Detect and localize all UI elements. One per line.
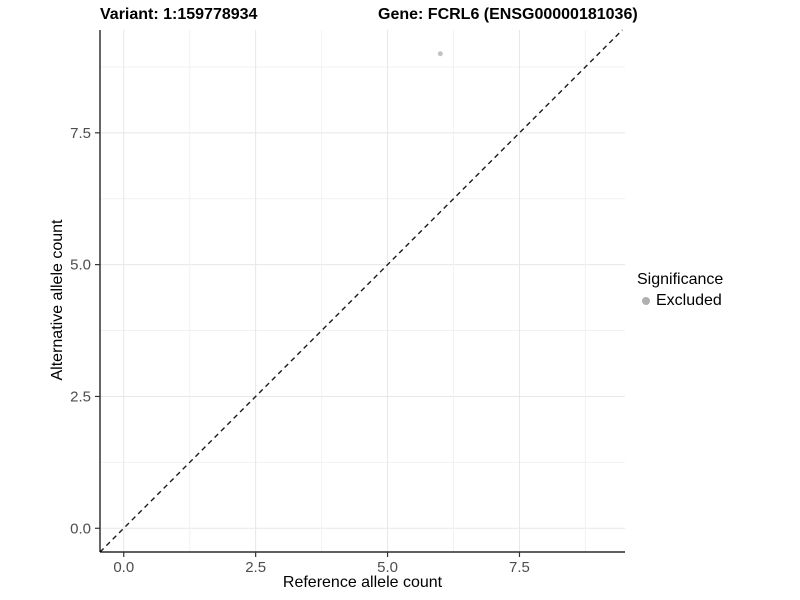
x-tick-label: 2.5 (245, 559, 266, 576)
plot-title-variant: Variant: 1:159778934 (100, 6, 258, 23)
y-axis-title: Alternative allele count (49, 219, 66, 381)
legend-entry-label: Excluded (656, 292, 722, 309)
identity-reference-line (99, 29, 623, 553)
plot-title-gene: Gene: FCRL6 (ENSG00000181036) (378, 6, 638, 23)
legend-key-dot (642, 297, 650, 305)
y-tick-label: 0.0 (70, 520, 91, 537)
legend-title: Significance (637, 271, 724, 288)
data-point (437, 51, 443, 57)
y-tick-label: 7.5 (70, 125, 91, 142)
legend-entry: Excluded (637, 292, 723, 310)
x-tick-label: 7.5 (509, 559, 530, 576)
y-tick-label: 5.0 (70, 257, 91, 274)
x-tick-label: 5.0 (377, 559, 398, 576)
x-tick-label: 0.0 (113, 559, 134, 576)
legend: Significance Excluded (637, 271, 723, 310)
y-tick-label: 2.5 (70, 388, 91, 405)
x-axis-title: Reference allele count (282, 574, 443, 591)
